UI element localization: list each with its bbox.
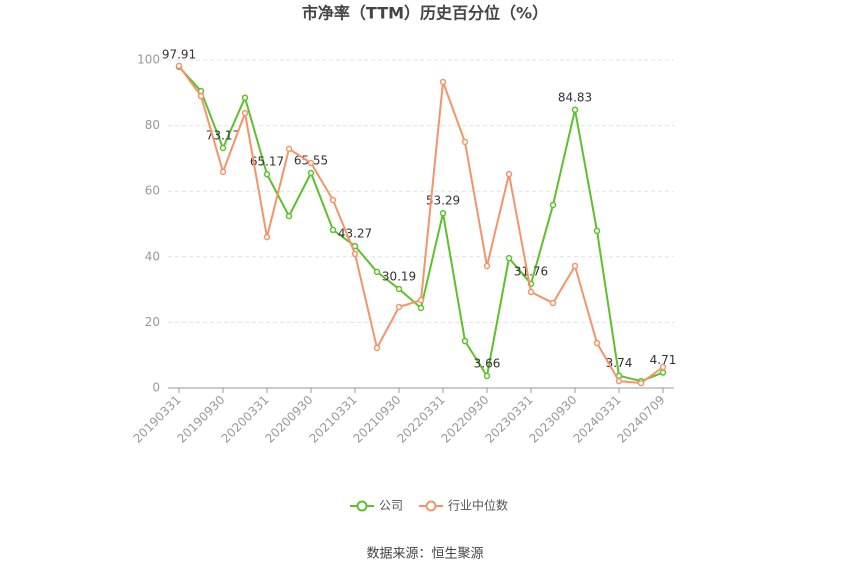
point [439, 78, 447, 86]
value-label: 4.71 [650, 353, 677, 367]
point [373, 268, 381, 276]
value-label: 3.74 [606, 356, 633, 370]
point [219, 144, 227, 152]
value-label: 65.17 [250, 155, 284, 169]
point [659, 363, 667, 371]
point [571, 262, 579, 270]
point [329, 196, 337, 204]
chart-title: 市净率（TTM）历史百分位（%） [302, 4, 548, 23]
point [417, 296, 425, 304]
point [175, 62, 183, 70]
y-tick-label: 20 [145, 315, 160, 329]
value-label: 3.66 [474, 356, 501, 370]
value-label: 31.76 [514, 264, 548, 278]
point [615, 377, 623, 385]
x-tick-label: 20240709 [615, 393, 668, 446]
value-label: 84.83 [558, 90, 592, 104]
point [593, 227, 601, 235]
point [219, 168, 227, 176]
point [285, 212, 293, 220]
y-tick-label: 40 [145, 249, 160, 263]
point [417, 304, 425, 312]
legend-marker [425, 500, 437, 512]
series-line [178, 66, 664, 383]
point [461, 138, 469, 146]
point [263, 170, 271, 178]
point [285, 145, 293, 153]
source: 数据来源：恒生聚源 [366, 547, 483, 562]
point [483, 372, 491, 380]
point [197, 92, 205, 100]
point [659, 369, 667, 376]
point [263, 233, 271, 241]
legend-label: 公司 [379, 499, 403, 513]
point [439, 209, 447, 217]
point [395, 303, 403, 311]
point [483, 262, 491, 270]
y-tick-label: 100 [137, 53, 160, 67]
value-label: 97.91 [162, 47, 196, 61]
point [329, 226, 337, 234]
legend-marker [356, 500, 368, 512]
y-tick-label: 60 [145, 184, 160, 198]
legend-label: 行业中位数 [448, 498, 508, 513]
point [527, 288, 535, 296]
point [571, 106, 579, 114]
y-tick-label: 0 [152, 381, 160, 395]
point [549, 299, 557, 307]
series-line [178, 65, 664, 385]
point [461, 337, 469, 345]
point [241, 109, 249, 117]
point [395, 285, 403, 293]
point [549, 201, 557, 209]
value-label: 53.29 [426, 194, 460, 208]
point [307, 159, 315, 167]
point [373, 344, 381, 352]
value-label: 30.19 [382, 269, 416, 283]
point [505, 254, 513, 262]
point [593, 339, 601, 347]
point [351, 250, 359, 258]
point [241, 94, 249, 101]
point [307, 169, 315, 177]
point [637, 379, 645, 387]
point [505, 170, 513, 178]
y-tick-label: 80 [145, 118, 160, 132]
value-label: 43.27 [338, 227, 372, 241]
